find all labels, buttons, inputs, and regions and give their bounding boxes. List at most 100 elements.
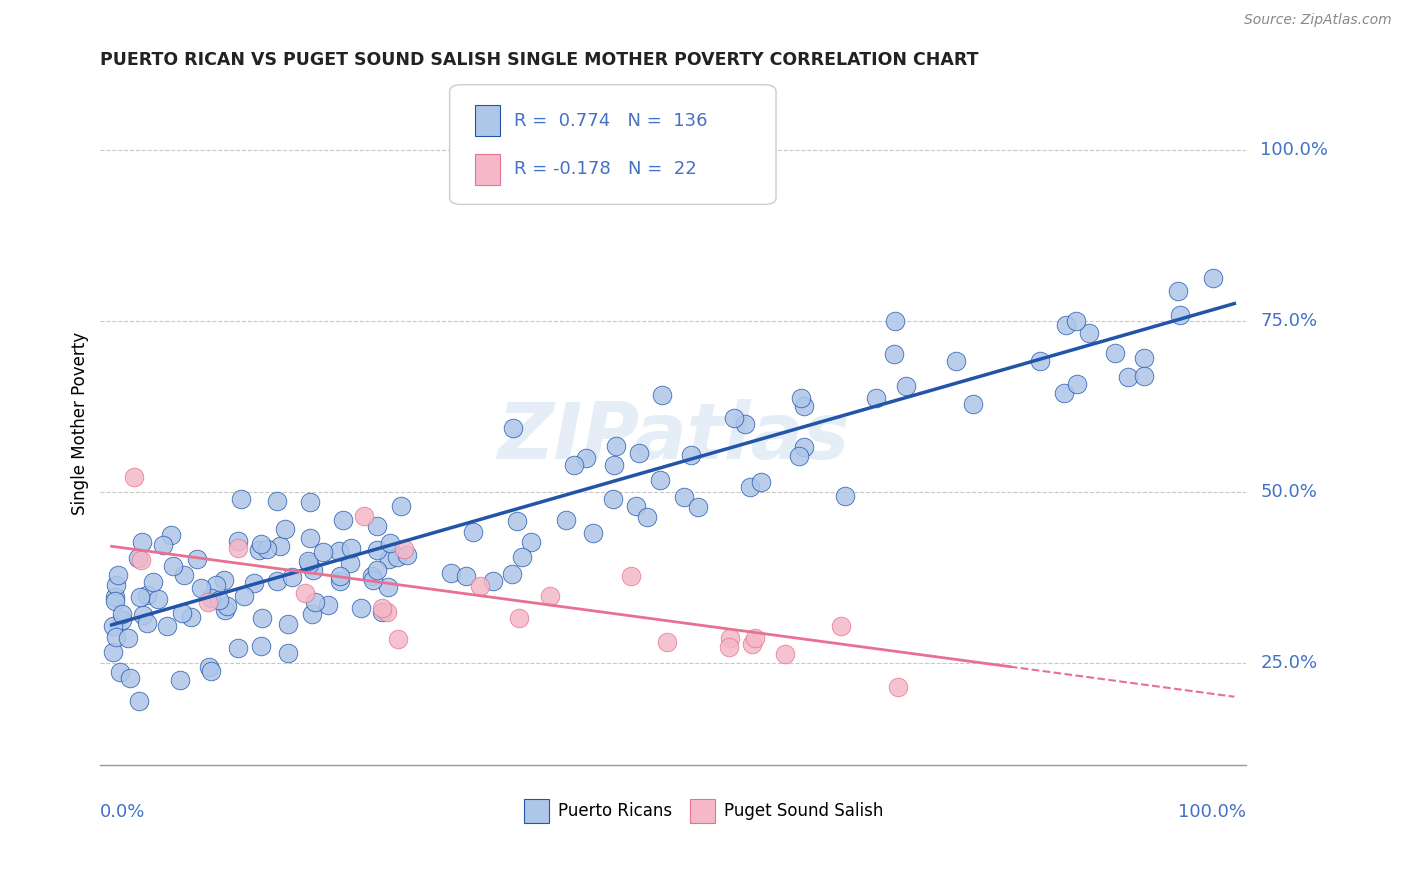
Point bbox=[1064, 314, 1087, 328]
Point bbox=[1202, 270, 1225, 285]
Point bbox=[734, 417, 756, 432]
Point bbox=[186, 552, 208, 566]
Point bbox=[256, 541, 278, 556]
Point bbox=[886, 680, 908, 694]
Point bbox=[200, 664, 222, 678]
Point bbox=[111, 613, 134, 627]
Point bbox=[1132, 351, 1154, 365]
Point bbox=[142, 574, 165, 589]
Text: R =  0.774   N =  136: R = 0.774 N = 136 bbox=[513, 112, 707, 129]
Point bbox=[741, 637, 763, 651]
Point bbox=[1167, 285, 1189, 299]
Point bbox=[301, 607, 323, 621]
Point bbox=[387, 632, 409, 646]
Point bbox=[686, 500, 709, 514]
Point bbox=[281, 570, 304, 584]
Point bbox=[740, 480, 762, 494]
Point bbox=[350, 601, 373, 615]
Point bbox=[582, 525, 605, 540]
Point bbox=[510, 549, 533, 564]
Point bbox=[118, 671, 141, 685]
Text: 75.0%: 75.0% bbox=[1260, 311, 1317, 330]
Point bbox=[1029, 353, 1052, 368]
Point bbox=[636, 509, 658, 524]
Point bbox=[1077, 326, 1099, 341]
Point bbox=[332, 513, 354, 527]
Point bbox=[232, 589, 254, 603]
Text: Source: ZipAtlas.com: Source: ZipAtlas.com bbox=[1244, 13, 1392, 28]
Point bbox=[602, 492, 624, 507]
FancyBboxPatch shape bbox=[450, 85, 776, 204]
Text: ZIPatlas: ZIPatlas bbox=[496, 399, 849, 475]
Text: 100.0%: 100.0% bbox=[1178, 803, 1246, 821]
Point bbox=[101, 645, 124, 659]
Point bbox=[250, 537, 273, 551]
Point bbox=[377, 551, 399, 566]
Point bbox=[1066, 376, 1088, 391]
Point bbox=[212, 573, 235, 587]
Bar bbox=[524, 799, 550, 823]
Point bbox=[277, 646, 299, 660]
Point bbox=[620, 569, 643, 583]
Point bbox=[273, 523, 295, 537]
Bar bbox=[690, 799, 716, 823]
Point bbox=[132, 608, 155, 623]
Point bbox=[266, 494, 288, 508]
Point bbox=[554, 513, 576, 527]
Text: PUERTO RICAN VS PUGET SOUND SALISH SINGLE MOTHER POVERTY CORRELATION CHART: PUERTO RICAN VS PUGET SOUND SALISH SINGL… bbox=[100, 51, 979, 69]
Point bbox=[1104, 346, 1126, 360]
Point bbox=[962, 397, 984, 411]
Point bbox=[793, 440, 815, 454]
Point bbox=[173, 567, 195, 582]
Point bbox=[269, 539, 291, 553]
Point bbox=[128, 590, 150, 604]
Point bbox=[375, 605, 398, 619]
Point bbox=[564, 458, 586, 472]
Point bbox=[366, 543, 388, 558]
Text: R = -0.178   N =  22: R = -0.178 N = 22 bbox=[513, 161, 696, 178]
Point bbox=[718, 631, 741, 645]
Point bbox=[105, 578, 128, 592]
Point bbox=[657, 634, 679, 648]
Point bbox=[361, 569, 384, 583]
Point bbox=[339, 541, 361, 555]
Point bbox=[773, 648, 796, 662]
Point bbox=[250, 611, 273, 625]
Point bbox=[339, 556, 361, 570]
Point bbox=[247, 543, 270, 558]
Point bbox=[328, 544, 350, 558]
Point bbox=[1052, 385, 1074, 400]
Point bbox=[146, 592, 169, 607]
Point bbox=[1132, 368, 1154, 383]
Point bbox=[226, 541, 249, 555]
Point bbox=[575, 451, 598, 466]
Point bbox=[440, 566, 463, 581]
Point bbox=[103, 619, 125, 633]
Point bbox=[128, 694, 150, 708]
Point bbox=[793, 399, 815, 413]
Point bbox=[117, 631, 139, 645]
Point bbox=[228, 533, 250, 548]
Point bbox=[377, 580, 399, 594]
Point bbox=[104, 630, 127, 644]
Point bbox=[104, 594, 127, 608]
Point bbox=[198, 659, 221, 673]
Point bbox=[502, 421, 524, 435]
Point bbox=[389, 499, 412, 513]
Point bbox=[170, 606, 193, 620]
Point bbox=[294, 586, 316, 600]
Point bbox=[302, 564, 325, 578]
Text: 100.0%: 100.0% bbox=[1260, 141, 1329, 159]
Point bbox=[470, 579, 492, 593]
Point bbox=[789, 392, 811, 406]
Point bbox=[217, 599, 239, 613]
Point bbox=[208, 592, 231, 607]
Point bbox=[353, 508, 375, 523]
Point bbox=[834, 488, 856, 502]
Point bbox=[299, 494, 322, 508]
Point bbox=[894, 378, 917, 392]
Text: 25.0%: 25.0% bbox=[1260, 654, 1317, 672]
Point bbox=[111, 607, 134, 621]
Point bbox=[205, 578, 228, 592]
Point bbox=[135, 615, 157, 630]
